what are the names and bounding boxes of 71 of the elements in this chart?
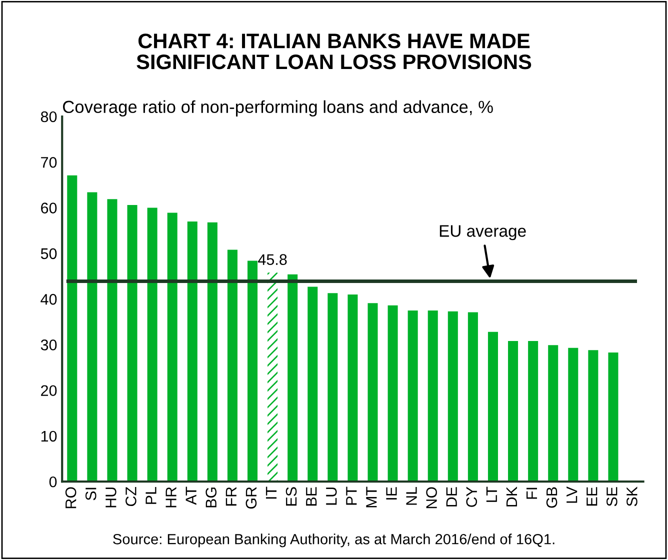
y-tick-label: 20 [41, 385, 57, 396]
x-tick-label: IE [386, 487, 397, 500]
x-tick-label: FR [226, 487, 236, 506]
y-tick-label: 60 [41, 202, 57, 214]
bar [328, 293, 338, 482]
x-tick-label: SK [626, 486, 638, 506]
x-tick-label: LU [326, 488, 337, 505]
x-tick-label: SE [606, 487, 618, 506]
x-tick-label: HR [166, 487, 176, 508]
y-tick-label: 80 [40, 111, 57, 122]
y-tick-label: 70 [41, 156, 57, 168]
bar [67, 175, 78, 482]
bar [388, 305, 398, 482]
x-tick-label: PT [346, 486, 357, 505]
chart-subtitle: Coverage ratio of non-performing loans and advance, % [63, 100, 493, 116]
x-tick-label: AT [186, 486, 196, 505]
x-tick-label: IT [266, 486, 276, 499]
x-tick-label: GR [246, 487, 257, 509]
bar [588, 350, 598, 482]
x-tick-label: GB [546, 487, 558, 508]
bar [408, 310, 418, 482]
bar [548, 345, 558, 482]
y-tick-label: 10 [41, 430, 57, 442]
bar [448, 311, 458, 482]
x-tick-label: ES [286, 487, 297, 506]
bar [107, 199, 118, 482]
x-tick-label: LT [486, 486, 497, 502]
bar [368, 303, 378, 482]
x-tick-label: RO [65, 487, 76, 508]
bar [308, 286, 318, 482]
bar [468, 312, 478, 482]
bar [488, 332, 498, 482]
x-tick-label: DK [506, 486, 517, 506]
bar [87, 192, 98, 482]
x-tick-label: DE [446, 487, 457, 506]
source-note: Source: European Banking Authority, as at March 2016/end of 16Q1. [113, 534, 554, 548]
x-tick-label: EE [586, 487, 598, 506]
bar [147, 208, 158, 482]
bar [348, 294, 358, 482]
bar [608, 352, 618, 482]
bar [428, 310, 438, 482]
bar [127, 205, 138, 482]
x-tick-label: NL [406, 486, 417, 505]
bar [568, 348, 578, 482]
x-tick-label: FI [526, 488, 538, 499]
x-tick-label: LV [566, 486, 578, 503]
x-tick-label: BG [206, 488, 217, 508]
x-tick-label: CZ [126, 486, 136, 506]
x-tick-label: HU [106, 488, 116, 508]
x-tick-label: SI [85, 488, 96, 500]
bar [207, 222, 218, 482]
x-tick-label: MT [366, 486, 377, 508]
bar [528, 341, 538, 482]
x-tick-label: CY [466, 486, 478, 507]
y-tick-label: 40 [40, 294, 57, 305]
bar [187, 221, 198, 482]
x-tick-label: NO [426, 487, 437, 508]
y-tick-label: 50 [40, 248, 57, 260]
x-tick-label: BE [306, 487, 317, 506]
bar [227, 250, 238, 482]
bar [247, 260, 258, 482]
bar [167, 212, 178, 482]
bar [288, 274, 298, 482]
bar [508, 341, 518, 482]
y-tick-label: 0 [49, 476, 57, 488]
bar [268, 272, 278, 482]
x-tick-label: PL [146, 486, 156, 504]
ref-line-label: EU average [440, 225, 526, 240]
chart-title: CHART 4: ITALIAN BANKS HAVE MADE SIGNIFICANT LOAN LOSS PROVISIONS [136, 34, 532, 70]
data-label: 45.8 [258, 254, 287, 265]
y-tick-label: 30 [40, 340, 57, 350]
